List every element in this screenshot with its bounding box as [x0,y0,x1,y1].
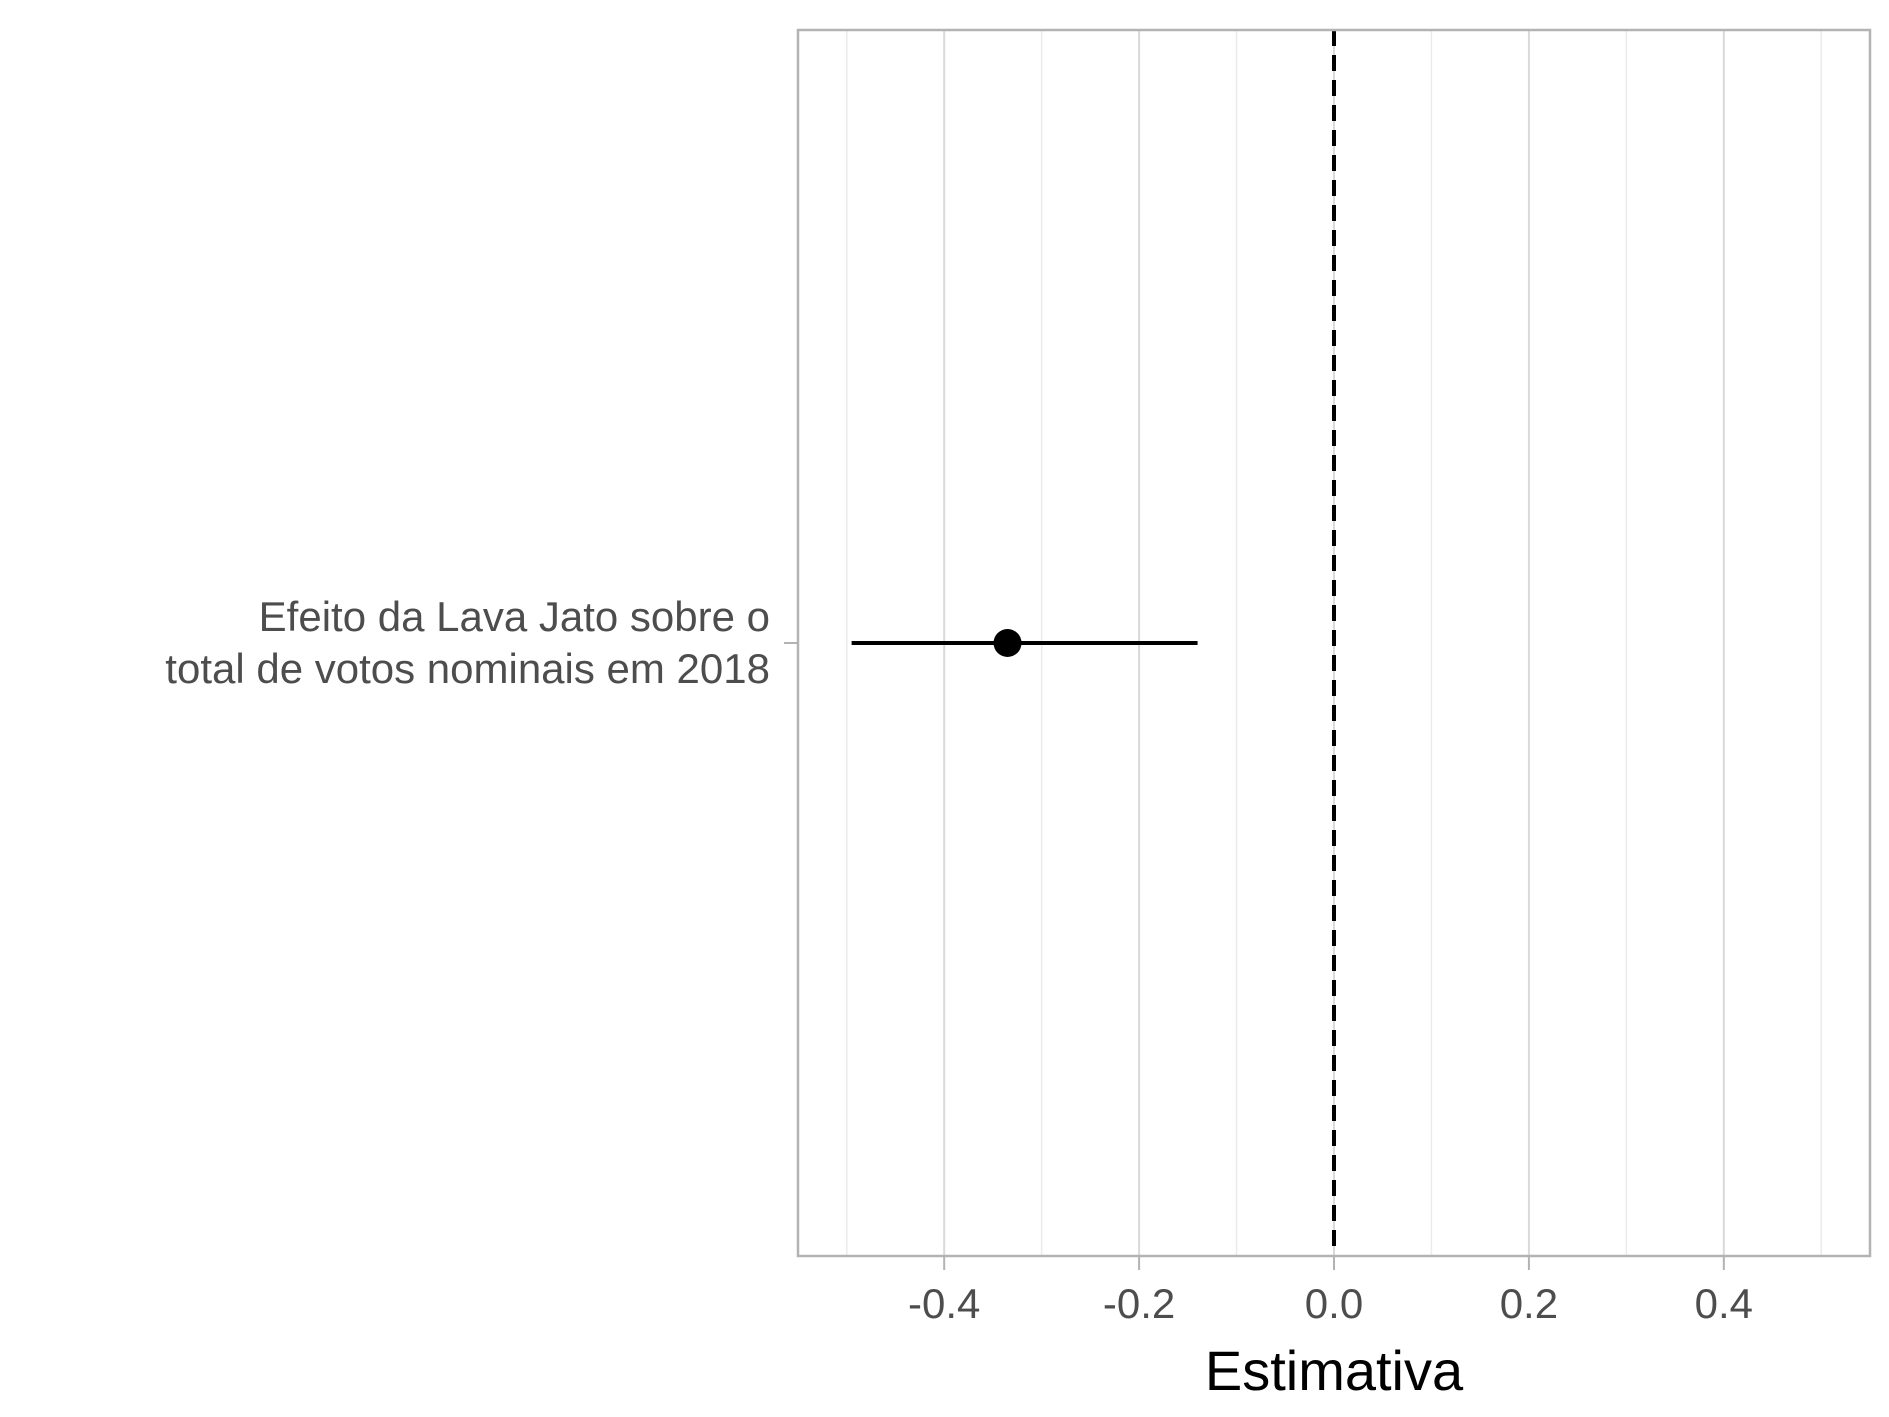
x-tick-label: 0.4 [1695,1280,1753,1327]
point-estimate [994,629,1022,657]
y-category-label-line: Efeito da Lava Jato sobre o [259,593,770,640]
x-tick-label: -0.4 [908,1280,980,1327]
y-category-label-line: total de votos nominais em 2018 [165,645,770,692]
x-tick-label: 0.2 [1500,1280,1558,1327]
x-axis-title: Estimativa [1205,1339,1464,1402]
x-tick-label: 0.0 [1305,1280,1363,1327]
x-tick-label: -0.2 [1103,1280,1175,1327]
